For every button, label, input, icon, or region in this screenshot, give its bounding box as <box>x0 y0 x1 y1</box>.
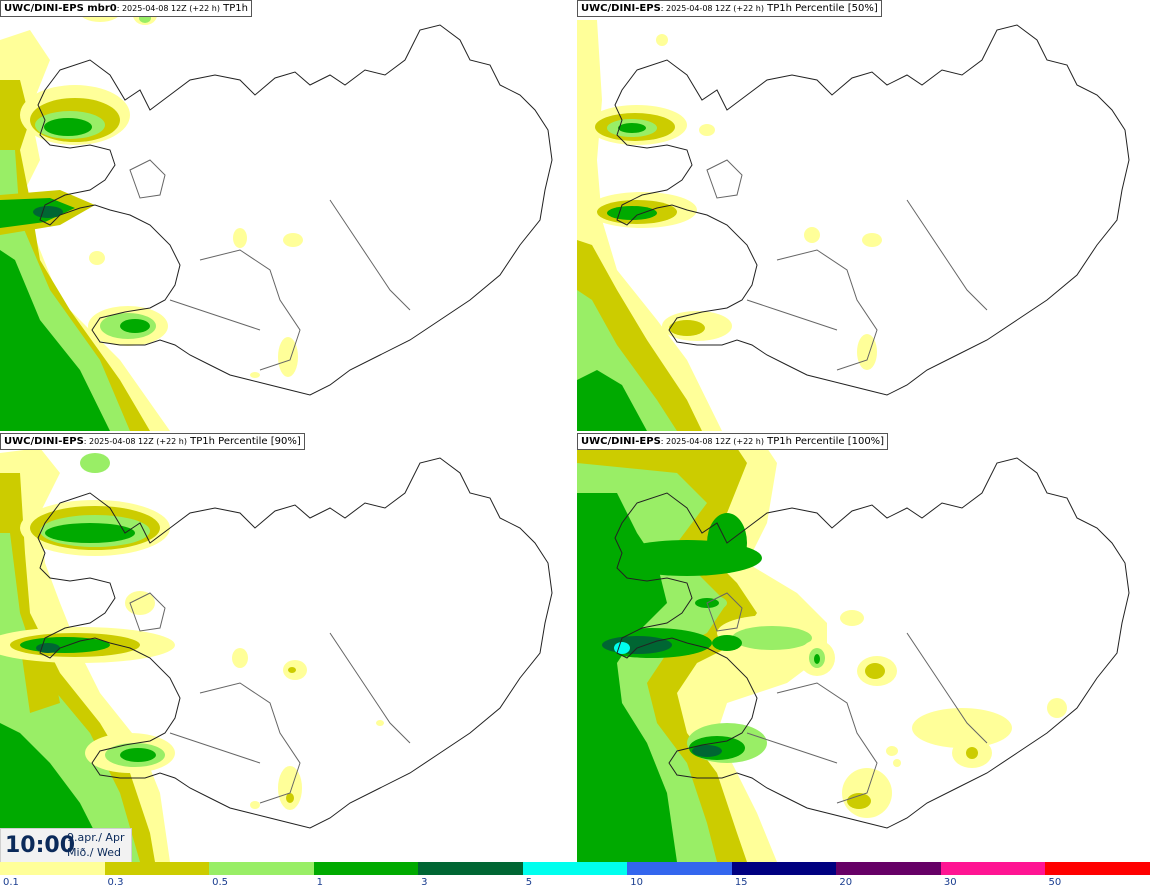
precip-map-percentile-90 <box>0 448 553 862</box>
legend-tick-label: 30 <box>943 877 957 888</box>
valid-day-line: Mið./ Wed <box>67 846 121 859</box>
legend-swatch <box>313 862 419 875</box>
legend-tick-label: 50 <box>1048 877 1062 888</box>
precip-map-member0 <box>0 0 553 431</box>
legend-swatch <box>522 862 628 875</box>
legend-swatch <box>836 862 941 875</box>
panel-model-label: UWC/DINI-EPS <box>581 3 661 14</box>
panel-title-percentile-90: UWC/DINI-EPS: 2025-04-08 12Z (+22 h) TP1… <box>0 433 305 450</box>
panel-field-label: TP1h Percentile [90%] <box>186 436 301 447</box>
legend-swatch <box>418 862 523 875</box>
legend-tick-label: 10 <box>630 877 643 888</box>
legend-tick-label: 15 <box>734 877 748 888</box>
valid-date-line: 9.apr./ Apr <box>67 831 125 844</box>
panel-model-label: UWC/DINI-EPS <box>581 436 661 447</box>
panel-field-label: TP1h Percentile [50%] <box>763 3 878 14</box>
legend-tick-label: 20 <box>839 877 853 888</box>
panel-model-label: UWC/DINI-EPS <box>4 436 84 447</box>
panel-title-percentile-100: UWC/DINI-EPS: 2025-04-08 12Z (+22 h) TP1… <box>577 433 889 450</box>
legend-swatch <box>104 862 210 875</box>
legend-swatch <box>209 862 314 875</box>
precip-map-percentile-50 <box>577 20 1130 431</box>
map-panel-percentile-50: UWC/DINI-EPS: 2025-04-08 12Z (+22 h) TP1… <box>577 0 1150 431</box>
legend-color-bar <box>0 862 1150 875</box>
panel-run-label: : 2025-04-08 12Z (+22 h) <box>83 437 187 446</box>
legend-swatch <box>627 862 732 875</box>
legend-tick-label: 1 <box>316 877 323 888</box>
legend-swatch <box>731 862 837 875</box>
panel-run-label: : 2025-04-08 12Z (+22 h) <box>116 4 220 13</box>
valid-time-clock: 10:00 <box>5 833 76 858</box>
legend-swatch <box>940 862 1046 875</box>
precip-color-legend: 0.1 0.3 0.5 1 3 5 10 15 20 30 50 <box>0 862 1150 891</box>
legend-tick-label: 0.1 <box>3 877 19 888</box>
legend-tick-label: 0.5 <box>212 877 228 888</box>
legend-swatch <box>0 862 105 875</box>
panel-title-percentile-50: UWC/DINI-EPS: 2025-04-08 12Z (+22 h) TP1… <box>577 0 882 17</box>
precip-map-percentile-100 <box>577 433 1130 862</box>
valid-time-box: 10:00 9.apr./ Apr Mið./ Wed <box>0 828 132 864</box>
map-panel-member0: UWC/DINI-EPS mbr0: 2025-04-08 12Z (+22 h… <box>0 0 575 431</box>
panel-title-member0: UWC/DINI-EPS mbr0: 2025-04-08 12Z (+22 h… <box>0 0 252 17</box>
legend-tick-label: 0.3 <box>107 877 124 888</box>
panel-field-label: TP1h <box>219 3 248 14</box>
map-panel-percentile-100: UWC/DINI-EPS: 2025-04-08 12Z (+22 h) TP1… <box>577 433 1150 862</box>
legend-tick-label: 3 <box>421 877 428 888</box>
panel-field-label: TP1h Percentile [100%] <box>763 436 885 447</box>
panel-separator-horizontal <box>0 431 1150 433</box>
panel-run-label: : 2025-04-08 12Z (+22 h) <box>660 4 764 13</box>
panel-run-label: : 2025-04-08 12Z (+22 h) <box>660 437 764 446</box>
panel-model-label: UWC/DINI-EPS mbr0 <box>4 3 117 14</box>
legend-swatch <box>1045 862 1150 875</box>
map-panel-percentile-90: UWC/DINI-EPS: 2025-04-08 12Z (+22 h) TP1… <box>0 433 575 862</box>
legend-tick-label: 5 <box>525 877 533 888</box>
